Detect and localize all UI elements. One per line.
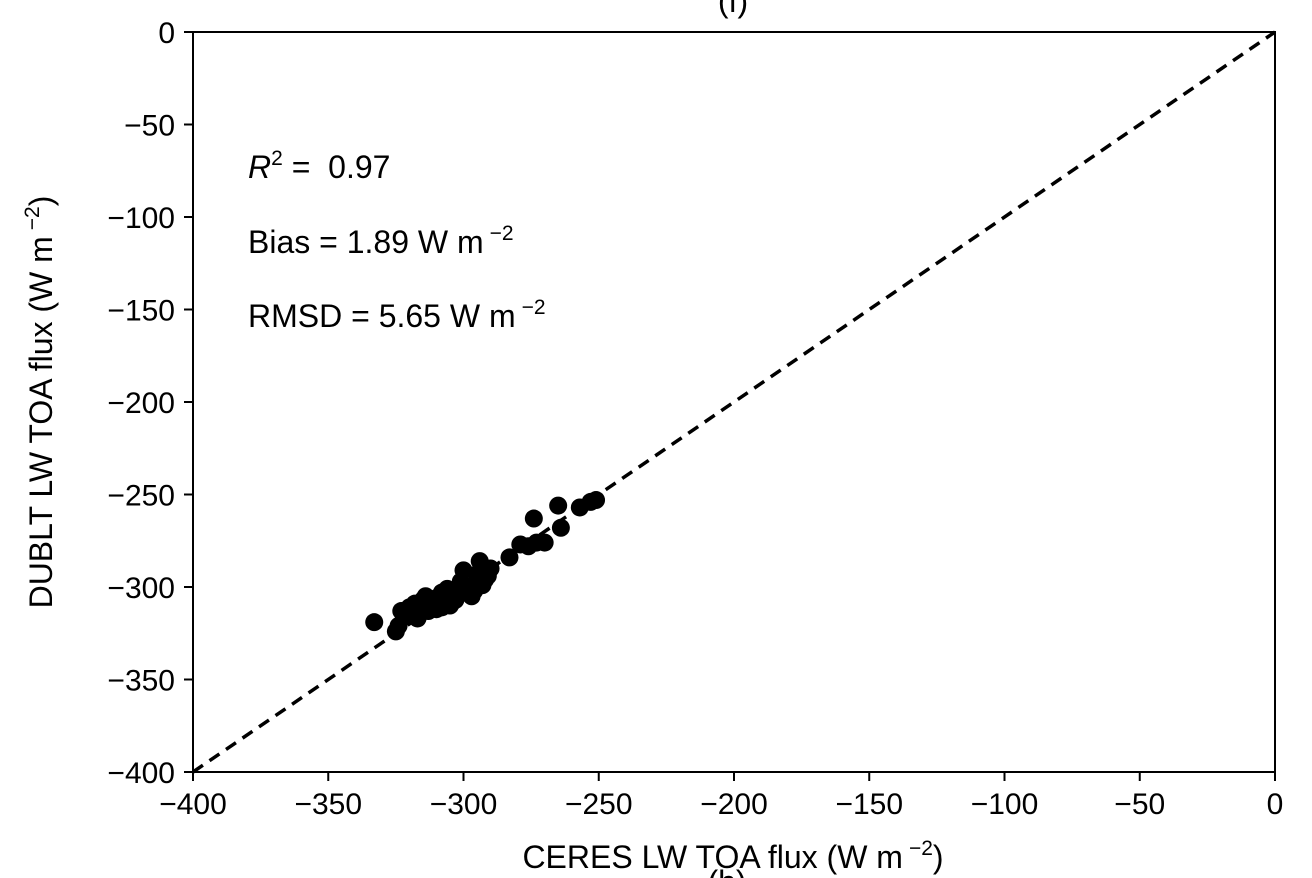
data-point (549, 496, 568, 515)
x-tick-label: −50 (1114, 788, 1165, 821)
rmsd-annotation: RMSD = 5.65 W m −2 (248, 296, 546, 334)
y-axis: −400 −350 −300 −250 −200 −150 −100 −50 0 (107, 17, 193, 790)
next-panel-label-fragment: (h) (707, 864, 746, 878)
y-tick-label: 0 (158, 17, 175, 50)
x-tick-label: −400 (159, 788, 227, 821)
x-tick-label: −250 (565, 788, 633, 821)
y-tick-label: −150 (107, 295, 175, 328)
data-point (524, 509, 543, 528)
data-point (500, 548, 519, 567)
y-tick-label: −350 (107, 665, 175, 698)
chart-title: (f) (718, 0, 748, 19)
bias-annotation: Bias = 1.89 W m −2 (248, 222, 514, 260)
x-axis: −400 −350 −300 −250 −200 −150 −100 −50 0 (159, 772, 1283, 821)
x-tick-label: 0 (1267, 788, 1284, 821)
data-point (481, 559, 500, 578)
x-tick-label: −350 (294, 788, 362, 821)
y-tick-label: −400 (107, 757, 175, 790)
x-tick-label: −300 (430, 788, 498, 821)
y-tick-label: −100 (107, 202, 175, 235)
data-point (551, 518, 570, 537)
y-axis-label: DUBLT LW TOA flux (W m−2) (21, 196, 59, 609)
data-points (365, 491, 606, 641)
x-tick-label: −150 (835, 788, 903, 821)
y-tick-label: −300 (107, 572, 175, 605)
x-tick-label: −200 (700, 788, 768, 821)
data-point (454, 561, 473, 580)
x-tick-label: −100 (971, 788, 1039, 821)
data-point (587, 491, 606, 510)
data-point (535, 533, 554, 552)
y-tick-label: −250 (107, 480, 175, 513)
r2-annotation: R2 = 0.97 (248, 147, 390, 185)
one-to-one-reference-line (192, 30, 1276, 774)
x-axis-label: CERES LW TOA flux (W m −2) (522, 837, 943, 875)
y-tick-label: −50 (124, 110, 175, 143)
data-point (365, 613, 384, 632)
y-tick-label: −200 (107, 387, 175, 420)
